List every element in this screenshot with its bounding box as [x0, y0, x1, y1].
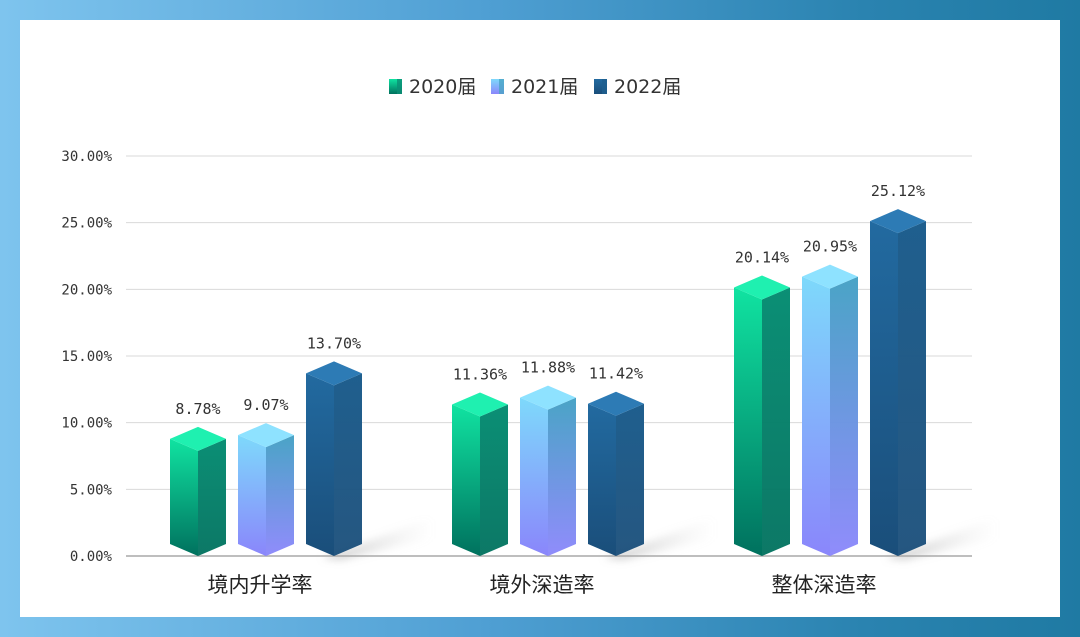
bar-shadow	[322, 518, 432, 560]
bar-top-face	[306, 361, 362, 386]
legend: 2020届 2021届 2022届	[389, 76, 681, 98]
bar-front-face	[170, 438, 198, 556]
y-tick-label: 0.00%	[70, 549, 113, 565]
bar-top-face	[520, 385, 576, 410]
bar	[238, 423, 294, 556]
bar-front-face	[870, 221, 898, 557]
bars	[170, 209, 926, 557]
legend-item: 2021届	[491, 76, 578, 98]
shadows	[322, 518, 996, 560]
bar	[870, 209, 926, 557]
bar-top-face	[870, 209, 926, 234]
category-label: 整体深造率	[772, 573, 877, 597]
bar-front-face	[238, 435, 266, 556]
legend-swatch-side	[499, 79, 504, 94]
legend-item: 2020届	[389, 76, 476, 98]
legend-label: 2022届	[614, 76, 681, 98]
bar-side-face	[334, 373, 362, 556]
data-label: 11.36%	[453, 366, 507, 384]
bar-side-face	[548, 397, 576, 556]
y-tick-label: 20.00%	[61, 282, 112, 298]
bar-front-face	[306, 373, 334, 556]
bar-front-face	[520, 397, 548, 556]
data-label: 11.88%	[521, 359, 575, 377]
bar	[306, 361, 362, 556]
bar-side-face	[198, 438, 226, 556]
bar-top-face	[452, 392, 508, 417]
bar	[734, 275, 790, 556]
data-label: 8.78%	[175, 400, 220, 418]
bar-chart: 0.00% 5.00% 10.00% 15.00% 20.00% 25.00% 30.00%…	[61, 76, 996, 597]
legend-label: 2020届	[409, 76, 476, 98]
labels: 0.00% 5.00% 10.00% 15.00% 20.00% 25.00% 30.00%…	[61, 149, 925, 597]
legend-item: 2022届	[594, 76, 681, 98]
data-label: 25.12%	[871, 182, 925, 200]
y-tick-label: 25.00%	[61, 216, 112, 232]
y-tick-label: 15.00%	[61, 349, 112, 365]
bar-side-face	[266, 435, 294, 556]
bar-shadow	[886, 518, 996, 560]
bar-top-face	[734, 275, 790, 300]
bar-top-face	[588, 391, 644, 416]
data-label: 9.07%	[243, 396, 288, 414]
bar-top-face	[802, 264, 858, 289]
y-tick-label: 30.00%	[61, 149, 112, 165]
chart-panel: 0.00% 5.00% 10.00% 15.00% 20.00% 25.00% 30.00%…	[20, 20, 1060, 617]
legend-swatch-side	[602, 79, 607, 94]
bar-front-face	[452, 404, 480, 556]
bar-front-face	[802, 276, 830, 556]
bar-side-face	[480, 404, 508, 556]
data-label: 13.70%	[307, 334, 361, 352]
y-tick-label: 5.00%	[70, 482, 113, 498]
bar	[520, 385, 576, 556]
bar-shadow	[604, 518, 714, 560]
bar-front-face	[734, 287, 762, 556]
bar-top-face	[170, 426, 226, 451]
data-label: 20.95%	[803, 238, 857, 256]
bar-side-face	[898, 221, 926, 557]
bar-side-face	[830, 276, 858, 556]
category-label: 境内升学率	[208, 573, 313, 597]
legend-label: 2021届	[511, 76, 578, 98]
data-label: 11.42%	[589, 365, 643, 383]
bar-side-face	[616, 403, 644, 556]
bar	[170, 426, 226, 556]
legend-swatch-side	[397, 79, 402, 94]
bar	[802, 264, 858, 556]
bar-front-face	[588, 403, 616, 556]
bar	[588, 391, 644, 556]
category-label: 境外深造率	[490, 573, 595, 597]
data-label: 20.14%	[735, 248, 789, 266]
y-tick-label: 10.00%	[61, 416, 112, 432]
bar-top-face	[238, 423, 294, 448]
bar-side-face	[762, 287, 790, 556]
bar	[452, 392, 508, 556]
